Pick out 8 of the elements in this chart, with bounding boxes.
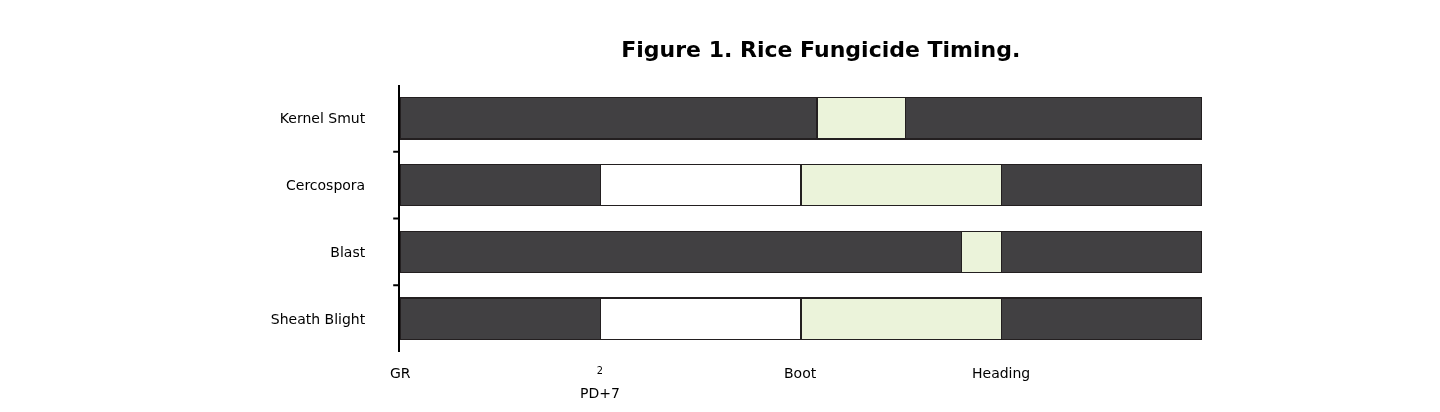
text: Boot bbox=[784, 365, 817, 381]
y-tick-label: Cercospora bbox=[286, 177, 366, 194]
y-tick-label: Kernel Smut bbox=[279, 110, 366, 127]
text: GR bbox=[390, 365, 411, 381]
text: Heading bbox=[972, 365, 1031, 381]
chart-title: Figure 1. Rice Fungicide Timing. bbox=[621, 36, 1021, 62]
y-tick-label: Sheath Blight bbox=[270, 310, 366, 327]
y-tick-label: Blast bbox=[330, 243, 366, 260]
